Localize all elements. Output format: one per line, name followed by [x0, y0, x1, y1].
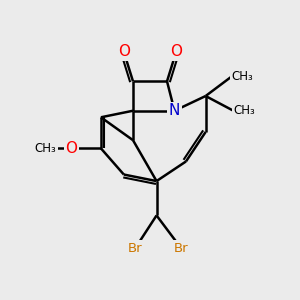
- Text: O: O: [65, 141, 77, 156]
- Text: O: O: [118, 44, 130, 59]
- Text: O: O: [170, 44, 182, 59]
- Text: Br: Br: [174, 242, 188, 255]
- Text: N: N: [169, 103, 180, 118]
- Text: CH₃: CH₃: [34, 142, 56, 155]
- Text: CH₃: CH₃: [233, 104, 255, 117]
- Text: CH₃: CH₃: [232, 70, 254, 83]
- Text: Br: Br: [128, 242, 142, 255]
